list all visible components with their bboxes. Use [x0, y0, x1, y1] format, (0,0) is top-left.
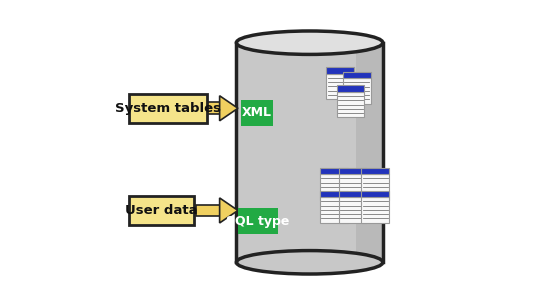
Bar: [361, 197, 389, 223]
Bar: [129, 94, 207, 123]
Text: System tables: System tables: [115, 102, 221, 115]
Bar: [321, 174, 348, 200]
Bar: [327, 74, 354, 99]
Bar: [343, 78, 371, 104]
Bar: [361, 168, 389, 174]
Bar: [129, 196, 194, 225]
Bar: [361, 174, 389, 200]
Bar: [321, 191, 348, 197]
Bar: [339, 174, 366, 200]
Bar: [241, 100, 273, 126]
Text: User data: User data: [126, 204, 198, 217]
Bar: [343, 72, 371, 78]
Text: XML: XML: [242, 106, 272, 119]
Bar: [321, 197, 348, 223]
Ellipse shape: [236, 31, 383, 54]
Polygon shape: [219, 198, 238, 223]
Bar: [196, 205, 219, 216]
Bar: [236, 43, 383, 262]
Bar: [238, 208, 277, 234]
Bar: [339, 197, 366, 223]
Bar: [337, 92, 365, 117]
Bar: [207, 102, 219, 114]
Bar: [361, 191, 389, 197]
Bar: [321, 168, 348, 174]
Ellipse shape: [236, 251, 383, 274]
Bar: [339, 191, 366, 197]
Polygon shape: [219, 96, 238, 121]
Text: SQL type: SQL type: [226, 215, 289, 228]
Bar: [339, 168, 366, 174]
Bar: [327, 67, 354, 74]
Bar: [337, 85, 365, 92]
Bar: [357, 43, 383, 262]
